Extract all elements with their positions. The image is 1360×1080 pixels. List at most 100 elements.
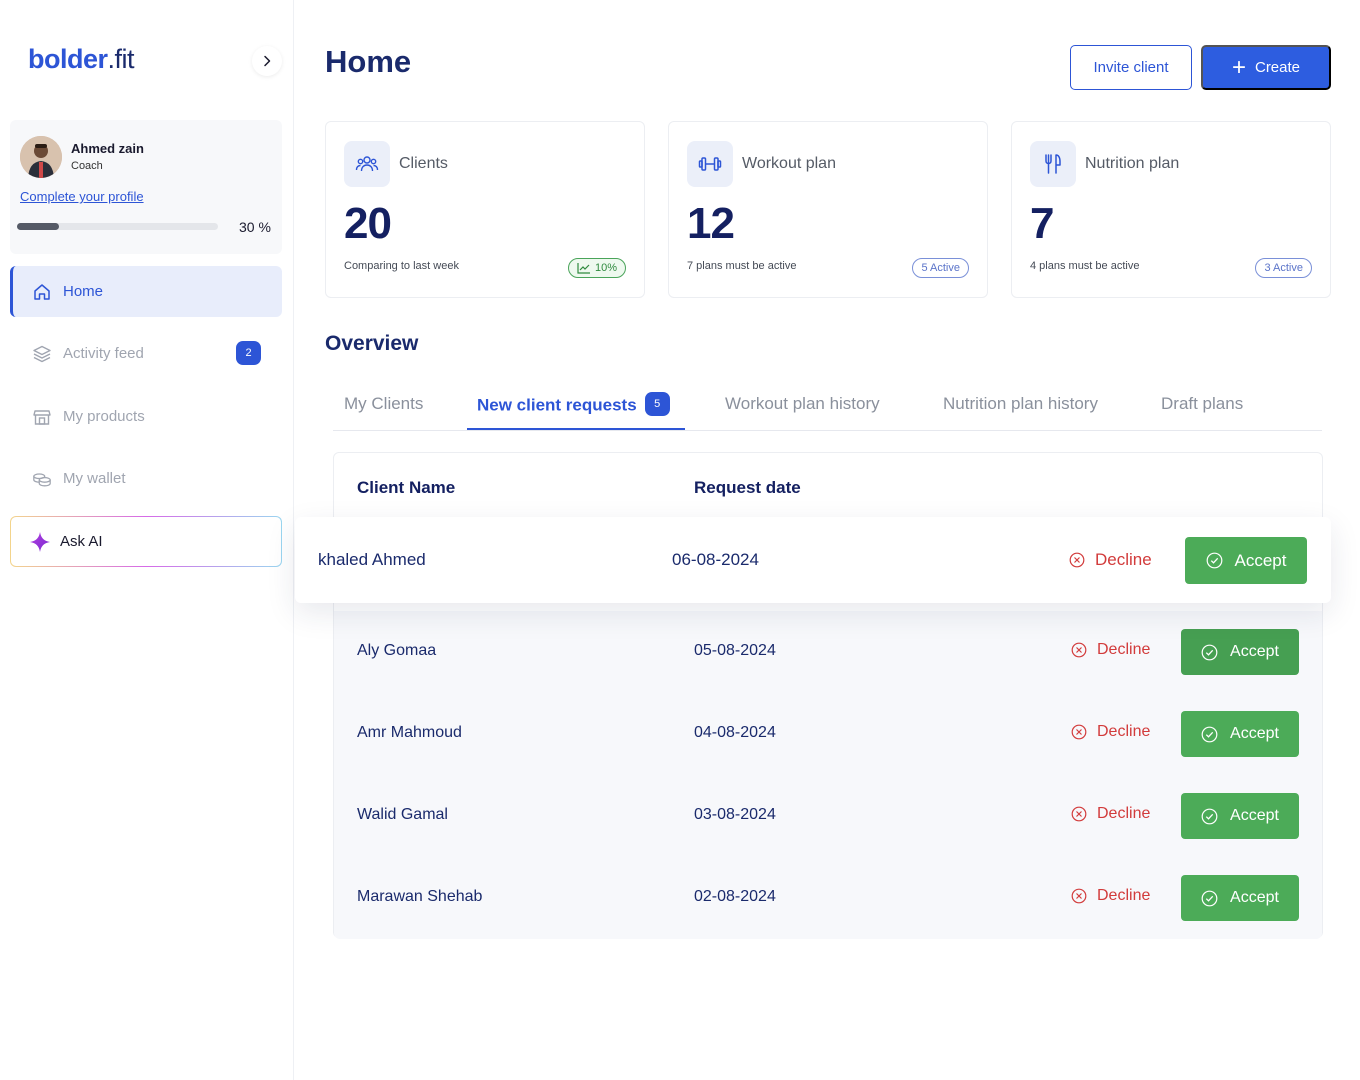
decline-label: Decline [1097, 805, 1151, 822]
decline-label: Decline [1097, 887, 1151, 904]
table-row[interactable]: Marawan Shehab 02-08-2024 Decline Accept [334, 857, 1322, 939]
sidebar-item-label: My wallet [63, 470, 126, 487]
stat-label: Workout plan [742, 155, 836, 172]
decline-button[interactable]: Decline [1071, 887, 1150, 905]
stat-value: 12 [687, 199, 735, 248]
tab-label: New client requests [477, 395, 637, 415]
stat-card-clients[interactable]: Clients 20 Comparing to last week 10% [325, 121, 645, 298]
table-row[interactable]: Amr Mahmoud 04-08-2024 Decline Accept [334, 693, 1322, 775]
request-date: 03-08-2024 [694, 806, 776, 823]
stat-card-nutrition-plan[interactable]: Nutrition plan 7 4 plans must be active … [1011, 121, 1331, 298]
chevron-right-icon [264, 55, 271, 67]
profile-progress-fill [17, 223, 60, 230]
plus-icon: + [1231, 53, 1246, 81]
decline-label: Decline [1097, 641, 1151, 658]
decline-label: Decline [1095, 550, 1152, 569]
brand-name-bold: bolder [28, 44, 108, 74]
client-name: Aly Gomaa [357, 642, 437, 659]
request-date: 04-08-2024 [694, 724, 776, 741]
stat-card-workout-plan[interactable]: Workout plan 12 7 plans must be active 5… [668, 121, 988, 298]
column-header-client-name: Client Name [357, 478, 456, 497]
table-row[interactable]: Walid Gamal 03-08-2024 Decline Accept [334, 775, 1322, 857]
x-circle-icon [1071, 806, 1087, 822]
request-date: 05-08-2024 [694, 642, 776, 659]
stat-note: 7 plans must be active [687, 260, 797, 272]
home-icon [32, 282, 52, 302]
table-row-hovered[interactable]: khaled Ahmed 06-08-2024 Decline Accept [295, 517, 1331, 603]
sidebar-item-home[interactable]: Home [10, 266, 282, 317]
tab-new-client-requests[interactable]: New client requests 5 [477, 392, 670, 418]
stat-label: Nutrition plan [1085, 155, 1180, 172]
sidebar-item-activity-feed[interactable]: Activity feed 2 [10, 328, 282, 379]
trend-value: 10% [594, 262, 617, 274]
overview-title: Overview [325, 332, 419, 355]
stat-label: Clients [399, 155, 448, 172]
invite-client-button[interactable]: Invite client [1070, 45, 1192, 90]
client-name: Marawan Shehab [357, 888, 483, 905]
sidebar-item-label: My products [63, 408, 145, 425]
sidebar-item-label: Activity feed [63, 345, 144, 362]
avatar[interactable] [20, 136, 62, 178]
stat-value: 20 [344, 199, 392, 248]
trend-badge: 10% [567, 258, 626, 278]
sidebar: bolder.fit Ahmed zain Coach Complete you… [0, 0, 294, 1080]
sidebar-collapse-button[interactable] [252, 46, 282, 76]
accept-label: Accept [1230, 889, 1279, 906]
check-circle-icon [1201, 808, 1218, 825]
accept-button[interactable]: Accept [1181, 875, 1299, 921]
decline-button[interactable]: Decline [1071, 805, 1150, 823]
accept-button[interactable]: Accept [1181, 629, 1299, 675]
sidebar-item-my-products[interactable]: My products [10, 391, 282, 442]
decline-label: Decline [1097, 723, 1151, 740]
accept-label: Accept [1230, 807, 1279, 824]
tab-workout-plan-history[interactable]: Workout plan history [725, 394, 880, 413]
profile-progress-bar [17, 223, 218, 230]
requests-count-badge: 5 [644, 392, 670, 416]
utensils-icon [1030, 141, 1076, 187]
activity-count-badge: 2 [236, 341, 261, 365]
accept-button[interactable]: Accept [1185, 537, 1307, 584]
brand-logo[interactable]: bolder.fit [28, 44, 135, 75]
client-name: Amr Mahmoud [357, 724, 462, 741]
ask-ai-button[interactable]: Ask AI [10, 516, 282, 567]
active-badge: 5 Active [912, 258, 969, 278]
check-circle-icon [1201, 890, 1218, 907]
check-circle-icon [1206, 552, 1223, 569]
accept-label: Accept [1230, 725, 1279, 742]
profile-role: Coach [71, 160, 103, 172]
client-name: Walid Gamal [357, 806, 448, 823]
complete-profile-link[interactable]: Complete your profile [20, 189, 144, 204]
tab-my-clients[interactable]: My Clients [344, 394, 424, 413]
create-button[interactable]: + Create [1201, 45, 1331, 90]
check-circle-icon [1201, 726, 1218, 743]
ask-ai-label: Ask AI [60, 533, 103, 550]
overview-tabs: My Clients New client requests 5 Workout … [333, 388, 1322, 431]
profile-name: Ahmed zain [71, 141, 144, 156]
store-icon [32, 407, 52, 427]
tab-draft-plans[interactable]: Draft plans [1161, 394, 1244, 413]
request-date: 02-08-2024 [694, 888, 776, 905]
coins-icon [32, 469, 52, 489]
sidebar-item-label: Home [63, 283, 104, 300]
accept-button[interactable]: Accept [1181, 793, 1299, 839]
decline-button[interactable]: Decline [1071, 723, 1150, 741]
table-row[interactable]: Aly Gomaa 05-08-2024 Decline Accept [334, 611, 1322, 693]
stat-note: Comparing to last week [344, 260, 459, 272]
x-circle-icon [1071, 724, 1087, 740]
profile-card: Ahmed zain Coach Complete your profile 3… [10, 120, 282, 254]
x-circle-icon [1069, 552, 1085, 568]
decline-button[interactable]: Decline [1071, 641, 1150, 659]
create-button-label: Create [1254, 59, 1301, 76]
sparkle-icon [30, 531, 50, 552]
users-icon [344, 141, 390, 187]
active-badge: 3 Active [1255, 258, 1312, 278]
accept-label: Accept [1230, 643, 1279, 660]
decline-button[interactable]: Decline [1069, 550, 1152, 570]
active-tab-indicator [467, 428, 685, 430]
tab-nutrition-plan-history[interactable]: Nutrition plan history [943, 394, 1098, 413]
request-date: 06-08-2024 [672, 550, 759, 569]
layers-icon [32, 344, 52, 364]
accept-label: Accept [1234, 550, 1287, 570]
accept-button[interactable]: Accept [1181, 711, 1299, 757]
sidebar-item-my-wallet[interactable]: My wallet [10, 453, 282, 504]
